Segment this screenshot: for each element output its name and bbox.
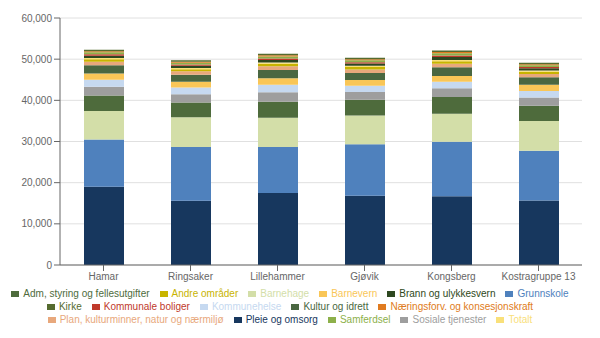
svg-text:Kongsberg: Kongsberg — [427, 271, 475, 282]
svg-text:0: 0 — [46, 260, 52, 271]
html-text:Næringsforv. og konsesjonskraf: Næringsforv. og konsesjonskraft — [390, 301, 534, 312]
html-text:Grunnskole: Grunnskole — [517, 288, 569, 299]
svg-text:Kostragruppe 13: Kostragruppe 13 — [502, 271, 576, 282]
html-text:Totalt: Totalt — [508, 314, 533, 325]
html-text:Barnehage: Barnehage — [260, 288, 310, 299]
html-text:Adm, styring og fellesutgifter: Adm, styring og fellesutgifter — [23, 288, 150, 299]
html-text:Pleie og omsorg: Pleie og omsorg — [245, 314, 318, 325]
svg-text:Gjøvik: Gjøvik — [350, 271, 379, 282]
html-text:Kultur og idrett: Kultur og idrett — [303, 301, 369, 312]
html-text:Sosiale tjenester: Sosiale tjenester — [412, 314, 487, 325]
html-text:Kommunale boliger: Kommunale boliger — [103, 301, 190, 312]
svg-text:60,000: 60,000 — [21, 13, 52, 24]
html-text:Barnevern: Barnevern — [331, 288, 378, 299]
svg-text:Ringsaker: Ringsaker — [168, 271, 214, 282]
html-text:Kirke: Kirke — [58, 301, 82, 312]
svg-text:Hamar: Hamar — [88, 271, 119, 282]
html-text:Samferdsel: Samferdsel — [339, 314, 391, 325]
html-text:Plan, kulturminner, natur og n: Plan, kulturminner, natur og nærmiljø — [59, 314, 224, 325]
svg-text:40,000: 40,000 — [21, 95, 52, 106]
svg-text:Lillehammer: Lillehammer — [250, 271, 305, 282]
html-text:Brann og ulykkesvern: Brann og ulykkesvern — [399, 288, 496, 299]
svg-text:50,000: 50,000 — [21, 54, 52, 65]
html-text:Kommunehelse: Kommunehelse — [211, 301, 282, 312]
svg-text:20,000: 20,000 — [21, 177, 52, 188]
html-text:Andre områder: Andre områder — [171, 288, 239, 299]
svg-text:10,000: 10,000 — [21, 218, 52, 229]
svg-text:30,000: 30,000 — [21, 136, 52, 147]
